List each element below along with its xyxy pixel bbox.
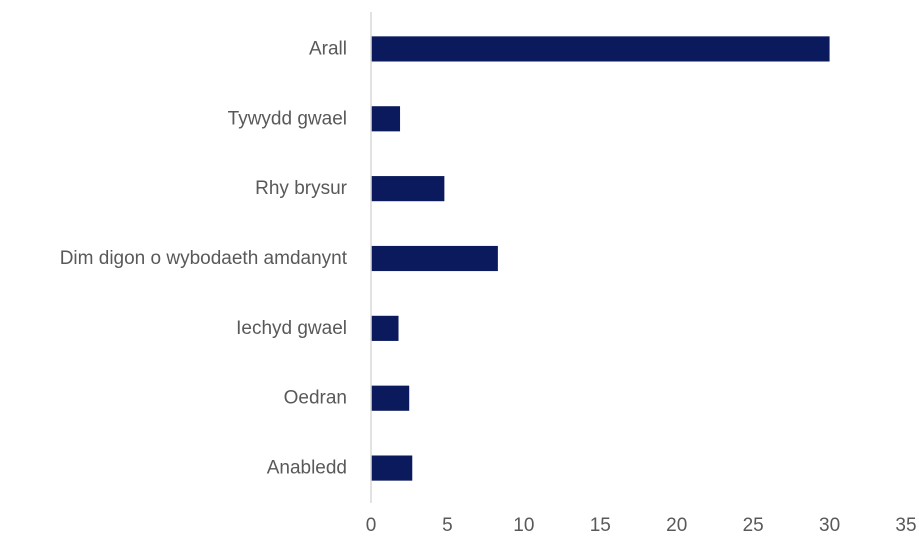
category-label: Tywydd gwael [228,108,347,129]
category-labels: Arall Tywydd gwael Rhy brysur Dim digon o w… [60,38,348,478]
bar [371,245,498,272]
bar [371,385,410,411]
x-tick-label: 15 [590,515,611,536]
bar [371,455,413,481]
category-label: Rhy brysur [255,178,348,199]
category-label: Oedran [284,388,347,409]
x-tick-label: 0 [366,515,377,536]
category-label: Arall [309,38,347,59]
x-tick-label: 10 [513,515,534,536]
category-label: Iechyd gwael [236,318,347,339]
bar [371,176,445,202]
x-tick-label: 5 [442,515,453,536]
x-tick-label: 25 [743,515,764,536]
bar [371,106,401,132]
x-tick-label: 20 [666,515,687,536]
bars-layer [371,36,830,481]
bar [371,315,399,341]
bar [371,36,830,62]
x-tick-labels: 0 5 10 15 20 25 30 35 [366,515,917,536]
category-label: Anabledd [267,458,347,479]
x-tick-label: 35 [895,515,916,536]
x-tick-label: 30 [819,515,840,536]
category-label: Dim digon o wybodaeth amdanynt [60,248,348,269]
